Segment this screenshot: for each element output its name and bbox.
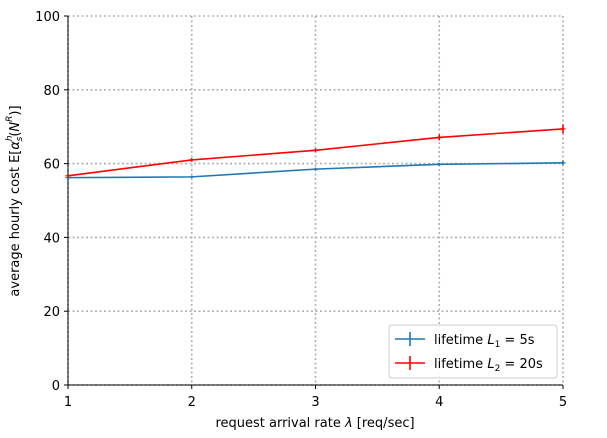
x-axis-label: request arrival rate λ [req/sec] xyxy=(215,416,414,431)
x-tick-label: 2 xyxy=(188,395,196,410)
legend-label: lifetime L2 = 20s xyxy=(434,357,543,374)
legend-box xyxy=(388,324,558,379)
legend-entry-2: lifetime L2 = 20s xyxy=(395,356,543,374)
series-2 xyxy=(65,124,566,178)
x-tick-label: 3 xyxy=(311,395,319,410)
y-axis-label: average hourly cost E[αhs(NR)] xyxy=(5,105,25,296)
series-1 xyxy=(65,160,566,179)
x-tick-label: 5 xyxy=(559,395,567,410)
y-tick-label: 40 xyxy=(43,231,60,246)
y-tick-label: 100 xyxy=(35,10,60,25)
x-ticks: 1 2 3 4 5 xyxy=(64,385,567,410)
legend-entry-1: lifetime L1 = 5s xyxy=(395,332,535,350)
x-tick-label: 1 xyxy=(64,395,72,410)
y-tick-label: 0 xyxy=(52,379,60,394)
legend-label: lifetime L1 = 5s xyxy=(434,333,535,350)
grid xyxy=(67,15,564,386)
x-tick-label: 4 xyxy=(435,395,443,410)
y-tick-label: 60 xyxy=(43,158,60,173)
series-layer xyxy=(65,124,566,179)
y-ticks: 0 20 40 60 80 100 xyxy=(35,10,68,394)
y-tick-label: 80 xyxy=(43,84,60,99)
y-tick-label: 20 xyxy=(43,305,60,320)
legend: lifetime L1 = 5s lifetime L2 = 20s xyxy=(388,324,558,379)
